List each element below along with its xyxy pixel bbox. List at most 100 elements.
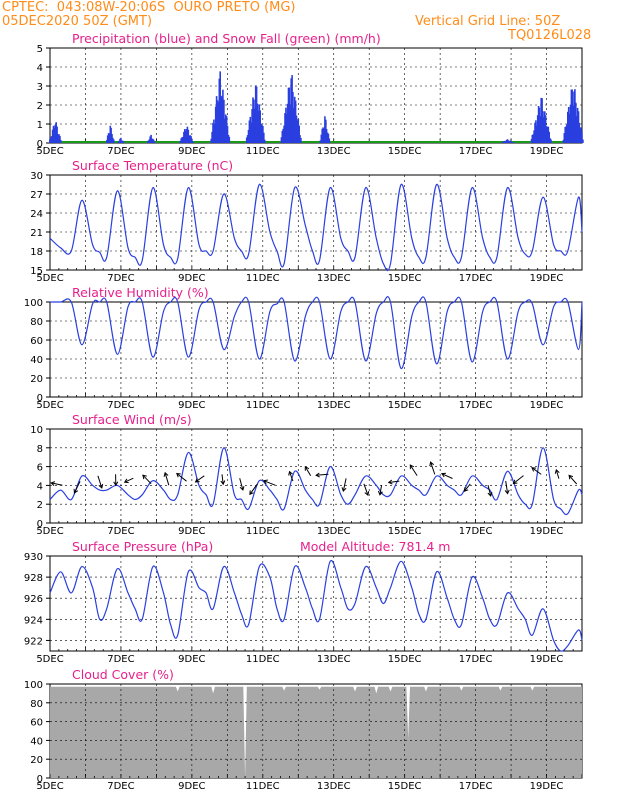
y-tick-label: 40 <box>30 355 43 366</box>
y-tick-label: 930 <box>24 552 43 563</box>
wind-arrow-head <box>113 481 119 487</box>
precip-bar <box>575 102 577 143</box>
precip-bar <box>50 137 52 143</box>
precip-bar <box>293 107 295 143</box>
x-tick-label: 15DEC <box>388 400 422 411</box>
precip-bar <box>53 127 56 143</box>
x-tick-label: 5DEC <box>36 273 63 284</box>
precip-bar <box>216 100 219 143</box>
precip-bar <box>212 122 214 143</box>
wind-arrow-head <box>568 474 574 480</box>
precip-bar <box>117 142 120 143</box>
wind-arrow <box>195 475 205 483</box>
panel-frame <box>49 555 583 652</box>
precip-bar <box>248 120 251 143</box>
y-tick-label: 924 <box>24 615 43 626</box>
precip-bar <box>505 140 508 143</box>
x-tick-label: 19DEC <box>530 526 564 537</box>
precip-bar <box>258 104 261 143</box>
precip-bar <box>576 107 579 143</box>
precip-bar <box>300 138 302 143</box>
precip-bar <box>54 124 57 143</box>
precip-bar <box>149 136 151 143</box>
wind-arrow <box>409 464 418 476</box>
precip-bar <box>297 118 300 143</box>
precip-bar <box>210 138 212 143</box>
precip-bar <box>579 127 581 143</box>
x-tick-label: 13DEC <box>317 526 351 537</box>
precip-bar <box>253 99 255 143</box>
precip-bar <box>284 113 286 143</box>
precip-bar <box>508 141 511 143</box>
wind-arrow-head <box>50 481 56 486</box>
y-tick-label: 24 <box>30 209 43 220</box>
precip-bar <box>534 122 536 143</box>
series-line <box>49 447 583 516</box>
x-tick-label: 5DEC <box>36 654 63 665</box>
precip-bar <box>541 98 543 143</box>
wind-arrow-head <box>441 472 446 478</box>
precip-bar <box>575 116 578 143</box>
y-tick-label: 30 <box>30 171 43 182</box>
precip-bar <box>503 141 505 143</box>
precip-bar <box>582 139 584 143</box>
precip-bar <box>221 96 223 143</box>
x-tick-label: 5DEC <box>36 146 63 157</box>
precip-bar <box>261 125 263 143</box>
precip-bar <box>152 139 155 143</box>
x-tick-label: 11DEC <box>246 654 280 665</box>
y-tick-label: 0 <box>37 774 43 785</box>
wind-arrow-head <box>288 470 293 476</box>
precip-bar <box>532 134 534 143</box>
x-tick-label: 19DEC <box>530 146 564 157</box>
wind-arrow <box>97 475 103 489</box>
precip-bar <box>56 126 58 143</box>
x-tick-label: 7DEC <box>107 781 134 792</box>
precip-bar <box>112 137 114 143</box>
precip-bar <box>531 135 534 143</box>
precip-bar <box>214 123 216 143</box>
x-tick-label: 13DEC <box>317 146 351 157</box>
precip-bar <box>228 136 231 143</box>
x-tick-label: 15DEC <box>388 273 422 284</box>
wind-arrow <box>142 474 152 485</box>
precip-bar <box>328 138 331 143</box>
precip-bar <box>224 114 227 143</box>
precip-bar <box>249 116 252 143</box>
header-model-code: TQ0126L028 <box>508 28 592 43</box>
precip-bar <box>291 75 293 143</box>
precip-bar <box>50 136 53 143</box>
precip-bar <box>257 111 260 143</box>
x-tick-label: 15DEC <box>388 654 422 665</box>
precip-bar <box>222 89 224 143</box>
precip-bar <box>507 140 510 143</box>
wind-arrow <box>249 483 258 495</box>
y-tick-label: 2 <box>37 500 43 511</box>
wind-arrow-head <box>176 472 181 478</box>
x-tick-label: 11DEC <box>246 146 280 157</box>
precip-bar <box>121 140 123 143</box>
y-tick-label: 922 <box>24 636 43 647</box>
precip-bar <box>299 135 301 143</box>
precip-bar <box>544 115 547 143</box>
header-date: 05DEC2020 50Z (GMT) <box>2 14 153 29</box>
y-tick-label: 20 <box>30 374 43 385</box>
y-tick-label: 27 <box>30 190 43 201</box>
precip-bar <box>182 136 184 143</box>
y-tick-label: 1 <box>37 120 43 131</box>
wind-arrow <box>388 480 400 483</box>
precip-bar <box>536 115 539 143</box>
precip-bar <box>290 78 292 143</box>
precip-bar <box>262 126 264 143</box>
wind-arrow <box>342 478 347 492</box>
precip-bar <box>183 131 185 143</box>
y-tick-label: 60 <box>30 718 43 729</box>
precip-bar <box>121 140 124 143</box>
precip-bar <box>226 125 229 143</box>
wind-arrow <box>124 477 134 483</box>
precip-bar <box>502 141 504 143</box>
precip-bar <box>188 135 190 143</box>
precip-bar <box>280 137 283 143</box>
precip-bar <box>151 138 153 143</box>
